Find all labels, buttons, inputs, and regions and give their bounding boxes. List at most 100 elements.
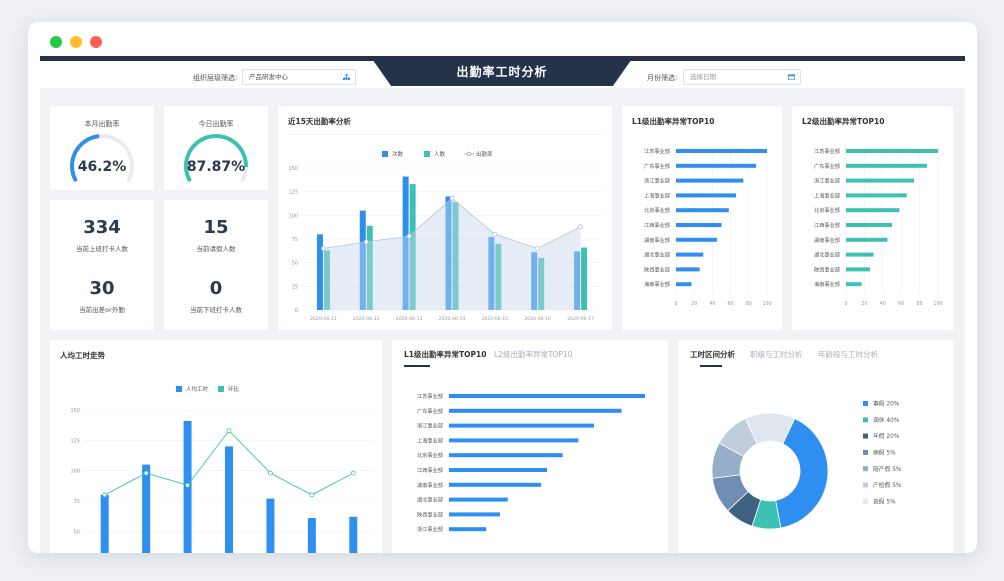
month-rate-gauge (70, 134, 134, 182)
legend-swatch (863, 417, 868, 423)
tab-l1-top10[interactable]: L1级出勤率异常TOP10 (404, 350, 487, 359)
bar (676, 178, 744, 183)
legend-label: 病假 5% (873, 449, 896, 457)
window-maximize-dot[interactable] (50, 36, 62, 48)
y-tick-label: 150 (288, 166, 298, 172)
x-tick-label: 2020-06-14 (439, 316, 466, 322)
x-tick-label: 2020-06-13 (396, 316, 423, 322)
point-环比 (350, 470, 356, 476)
y-tick-label: 50 (74, 529, 80, 535)
kpi-clock-out-label: 当前下班打卡人数 (190, 306, 242, 314)
point-出勤率 (535, 246, 541, 251)
bar (676, 237, 717, 242)
bar (846, 208, 900, 213)
org-filter-value: 产品研发中心 (249, 73, 288, 81)
point-出勤率 (449, 195, 455, 201)
legend-label: 环比 (228, 385, 240, 393)
bottom-top-card: L1级出勤率异常TOP10 L2级出勤率异常TOP10 江苏事业部 广东事业部 浙江… (392, 340, 668, 553)
category-label: 湖南事业部 (417, 481, 443, 489)
category-label: 湖北事业部 (814, 251, 840, 259)
y-tick-label: 75 (292, 237, 298, 243)
y-tick-label: 125 (288, 190, 298, 196)
category-label: 广东事业部 (417, 407, 443, 415)
x-tick-label: 100 (933, 301, 942, 307)
bar-人均工时 (307, 517, 316, 553)
trend15-card: 近15天出勤率分析 次数 人数 出勤率 0 25 50 75 100 125 150 2020-06… (278, 106, 612, 330)
month-filter-input[interactable]: 选择日期 (683, 69, 801, 85)
bar-人均工时 (100, 494, 109, 553)
category-label: 湖北事业部 (644, 251, 670, 259)
point-环比 (102, 492, 108, 498)
bar (846, 237, 888, 242)
calendar-icon (788, 74, 795, 80)
trend15-chart: 次数 人数 出勤率 0 25 50 75 100 125 150 2020-06-11 2020-06… (288, 150, 602, 322)
legend-swatch (424, 151, 430, 157)
kpi-month-rate-card: 本月出勤率 46.2% (50, 106, 154, 190)
bar-次数 (402, 176, 409, 310)
window-close-dot[interactable] (90, 36, 102, 48)
point-出勤率 (363, 239, 369, 245)
category-label: 北京事业部 (417, 451, 443, 459)
category-label: 江西事业部 (417, 466, 443, 474)
category-label: 浙江事业部 (644, 177, 670, 185)
bar (846, 193, 907, 198)
point-出勤率 (578, 224, 583, 230)
dashboard: 出勤率工时分析 组织层级筛选: 产品研发中心 月份筛选: 选择日期 本月出勤率 … (40, 56, 965, 553)
legend-label: 事假 20% (873, 400, 900, 408)
category-label: 上海事业部 (814, 191, 840, 199)
top-l2-title: L2级出勤率异常TOP10 (802, 117, 885, 126)
bar (846, 267, 870, 272)
person-trend-chart: 人均工时环比0255075100125150 (70, 385, 374, 553)
category-label: 江苏事业部 (644, 147, 670, 155)
org-filter-select[interactable]: 产品研发中心 (242, 69, 356, 85)
x-tick-label: 2020-06-11 (310, 316, 337, 322)
y-tick-label: 100 (70, 469, 80, 475)
x-tick-label: 40 (709, 301, 715, 307)
kpi-clock-in-value: 334 (83, 217, 121, 238)
bar (676, 267, 700, 272)
kpi-trip-label: 当前出差or外勤 (79, 306, 125, 314)
window-minimize-dot[interactable] (70, 36, 82, 48)
bar (676, 208, 729, 213)
y-tick-label: 25 (292, 284, 298, 290)
bar (846, 282, 862, 287)
bar-人均工时 (142, 464, 151, 553)
top-l2-card: L2级出勤率异常TOP10 0 20 40 60 80 100 江苏事业部 广东事业部 浙江事业… (792, 106, 953, 330)
y-tick-label: 50 (292, 261, 298, 267)
bar (449, 438, 579, 443)
kpi-leave-label: 当前请假人数 (196, 245, 236, 253)
x-tick-label: 20 (861, 301, 867, 307)
y-tick-label: 150 (70, 408, 80, 414)
bar-人数 (581, 247, 588, 310)
y-tick-label: 75 (74, 499, 80, 505)
tab-age-worktime[interactable]: 年龄段与工时分析 (818, 350, 878, 359)
x-tick-label: 40 (880, 301, 886, 307)
area-出勤率 (323, 198, 581, 310)
x-tick-label: 0 (674, 301, 677, 307)
bar (449, 482, 542, 487)
tab-worktime-range[interactable]: 工时区间分析 (690, 350, 735, 359)
bar-人数 (323, 250, 330, 310)
x-tick-label: 80 (746, 301, 752, 307)
x-tick-label: 60 (898, 301, 904, 307)
tab-l2-top10[interactable]: L2级出勤率异常TOP10 (494, 350, 573, 359)
person-trend-card: 人均工时走势 人均工时环比0255075100125150 (50, 340, 382, 553)
bar (676, 252, 704, 257)
kpi-clock-in-label: 当前上班打卡人数 (76, 245, 128, 253)
legend-swatch (863, 482, 868, 488)
category-label: 浙江事业部 (417, 525, 443, 533)
x-tick-label: 2020-06-15 (482, 316, 509, 322)
tab-rank-worktime[interactable]: 职级与工时分析 (750, 350, 803, 359)
bar-人数 (538, 257, 545, 310)
bar (449, 423, 595, 428)
bar-人数 (495, 243, 502, 310)
legend-label: 人数 (434, 150, 446, 158)
kpi-leave-value: 15 (203, 217, 229, 238)
x-tick-label: 20 (691, 301, 697, 307)
point-出勤率 (406, 233, 412, 239)
point-环比 (226, 428, 232, 434)
page-title: 出勤率工时分析 (456, 65, 548, 79)
top-l2-chart: 0 20 40 60 80 100 江苏事业部广东事业部浙江事业部上海事业部北京事业部江西事… (814, 145, 943, 307)
legend-marker (466, 151, 472, 157)
worktime-donut-chart: 事假 20% 调休 40% 年假 20% 病假 5% 陪产假 5% 产检假 5% 丧假 5% (711, 400, 902, 530)
